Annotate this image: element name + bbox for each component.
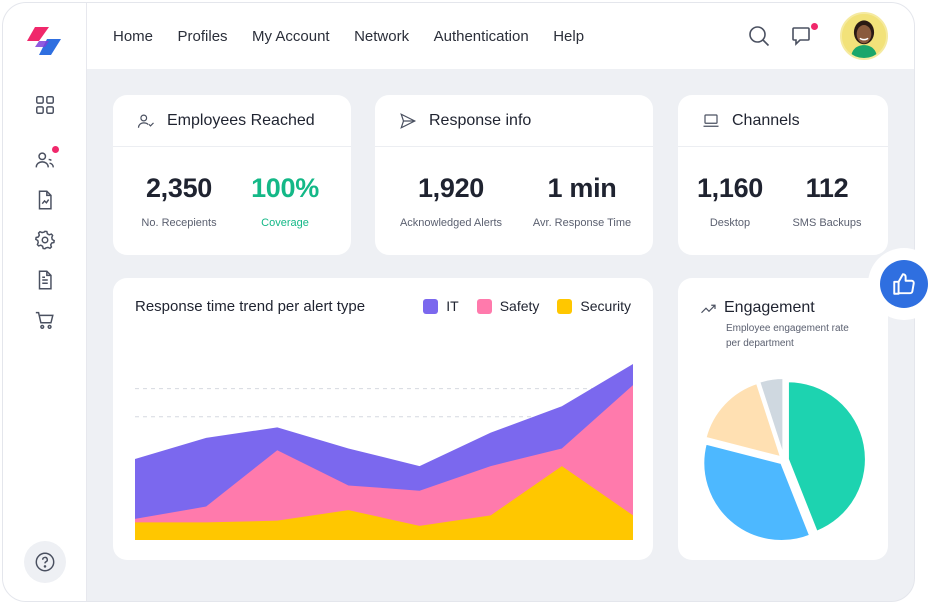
pie-slice [758, 377, 785, 457]
trend-chart-title: Response time trend per alert type [135, 298, 366, 315]
employees-card: Employees Reached 2,350 No. Recepients 1… [113, 95, 351, 255]
desktop-stat: 1,160 Desktop [682, 173, 778, 229]
sidebar-item-documents[interactable] [33, 268, 57, 292]
area-security [135, 466, 633, 540]
chat-icon [792, 27, 810, 46]
acknowledged-value: 1,920 [417, 173, 485, 203]
help-icon [35, 552, 55, 572]
sms-stat: 112 SMS Backups [778, 173, 876, 229]
sidebar-item-settings[interactable] [33, 228, 57, 252]
sidebar-item-users[interactable] [33, 146, 59, 172]
cart-icon [35, 311, 54, 329]
nav-authentication[interactable]: Authentication [433, 27, 529, 45]
response-card-header: Response info [375, 95, 653, 147]
legend-item-security[interactable]: Security [557, 298, 631, 314]
response-card-title: Response info [429, 111, 532, 129]
sidebar [3, 3, 87, 601]
notification-badge [52, 146, 59, 153]
report-icon [38, 190, 52, 210]
pie-slice [702, 442, 812, 542]
employees-card-header: Employees Reached [113, 95, 351, 147]
like-button-ring [868, 248, 940, 320]
search-button[interactable] [747, 24, 771, 48]
top-bar: Home Profiles My Account Network Authent… [87, 3, 914, 69]
grid-icon [36, 96, 54, 114]
response-card: Response info 1,920 Acknowledged Alerts … [375, 95, 653, 255]
recipients-label: No. Recepients [141, 217, 217, 229]
brand-logo[interactable] [27, 25, 63, 57]
user-avatar[interactable] [840, 12, 888, 60]
trend-up-icon [701, 304, 716, 314]
sms-label: SMS Backups [792, 217, 862, 229]
laptop-icon [703, 113, 719, 127]
recipients-value: 2,350 [145, 173, 213, 203]
legend-item-it[interactable]: IT [423, 298, 459, 314]
nav-my-account[interactable]: My Account [252, 27, 330, 45]
nav-home[interactable]: Home [113, 27, 154, 45]
engagement-subtitle: Employee engagement rate per department [726, 323, 849, 349]
sidebar-item-reports[interactable] [33, 188, 57, 212]
app-window: Home Profiles My Account Network Authent… [2, 2, 915, 602]
pie-slice [786, 380, 867, 534]
nav-help[interactable]: Help [553, 27, 585, 45]
coverage-stat: 100% Coverage [233, 173, 337, 229]
nav-network[interactable]: Network [354, 27, 410, 45]
acknowledged-stat: 1,920 Acknowledged Alerts [389, 173, 513, 229]
send-icon [400, 112, 417, 129]
trend-chart-card: Response time trend per alert type IT Sa… [113, 278, 653, 560]
desktop-value: 1,160 [696, 173, 764, 203]
nav-profiles[interactable]: Profiles [177, 27, 228, 45]
engagement-card: Engagement Employee engagement rate per … [678, 278, 888, 560]
trend-chart-legend: IT Safety Security [423, 298, 631, 314]
legend-swatch-it [423, 298, 439, 314]
document-icon [38, 270, 52, 290]
sms-value: 112 [805, 173, 849, 203]
search-icon [749, 26, 770, 47]
thumbs-up-icon [893, 273, 915, 295]
response-time-stat: 1 min Avr. Response Time [521, 173, 643, 229]
acknowledged-label: Acknowledged Alerts [399, 217, 503, 229]
legend-label-it: IT [446, 298, 459, 314]
desktop-label: Desktop [709, 217, 751, 229]
channels-card-header: Channels [678, 95, 888, 147]
pie-slice [704, 381, 783, 459]
legend-swatch-security [557, 298, 573, 314]
legend-item-safety[interactable]: Safety [476, 298, 540, 314]
sidebar-item-cart[interactable] [33, 308, 57, 332]
coverage-label: Coverage [261, 217, 309, 229]
user-check-icon [137, 114, 154, 128]
recipients-stat: 2,350 No. Recepients [127, 173, 231, 229]
settings-icon [35, 230, 55, 250]
users-icon [35, 152, 54, 168]
chat-button[interactable] [791, 23, 818, 48]
legend-label-safety: Safety [499, 298, 540, 314]
main-nav: Home Profiles My Account Network Authent… [113, 3, 609, 69]
engagement-title: Engagement [724, 299, 815, 316]
response-time-value: 1 min [547, 173, 617, 203]
employees-card-title: Employees Reached [167, 111, 315, 129]
channels-card: Channels 1,160 Desktop 112 SMS Backups [678, 95, 888, 255]
legend-label-security: Security [580, 298, 631, 314]
chat-badge [811, 23, 818, 30]
channels-card-title: Channels [732, 111, 800, 129]
like-button[interactable] [880, 260, 928, 308]
trend-area-chart [135, 364, 633, 540]
sidebar-item-dashboard[interactable] [33, 93, 57, 117]
help-button[interactable] [24, 541, 66, 583]
engagement-pie-chart [702, 377, 867, 542]
legend-swatch-safety [476, 298, 492, 314]
coverage-value: 100% [251, 173, 319, 203]
area-safety [135, 385, 633, 540]
response-time-label: Avr. Response Time [532, 217, 632, 229]
